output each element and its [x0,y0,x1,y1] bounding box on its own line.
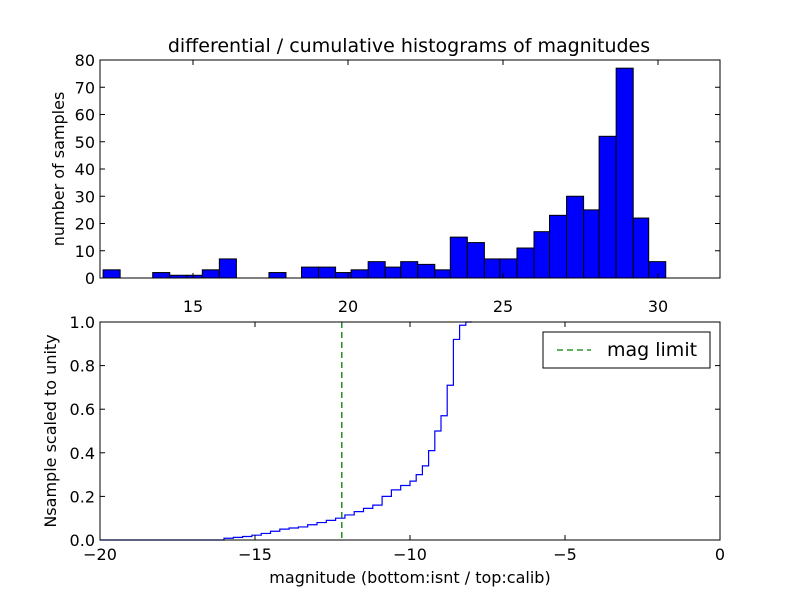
top-y-tick-label: 50 [75,133,95,152]
cumulative-step-line [100,321,472,541]
histogram-bar [152,272,171,279]
top-x-tick-label: 30 [648,297,668,316]
bottom-y-tick-label: 1.0 [70,313,95,332]
bottom-y-tick-label: 0.8 [70,357,95,376]
legend: mag limit [542,331,711,369]
top-y-tick-label: 0 [85,269,95,288]
histogram-bar [549,214,568,279]
bottom-y-ticks: 0.0 0.2 0.4 0.6 0.8 1.0 [70,313,720,550]
histogram-bar [335,272,352,279]
bottom-y-tick-label: 0.6 [70,400,95,419]
histogram-bar [533,231,550,279]
histogram-bar [466,242,485,279]
top-x-tick-label: 20 [338,297,358,316]
histogram-bar [583,209,600,279]
histogram-bar [367,261,386,279]
bottom-y-tick-label: 0.0 [70,531,95,550]
histogram-bar [483,258,501,279]
histogram-bar [449,236,468,279]
bottom-y-tick-label: 0.2 [70,487,95,506]
histogram-bar [350,269,369,279]
histogram-bars [102,67,667,279]
bottom-x-tick-label: −15 [238,545,272,564]
bottom-x-ticks: −20 −15 −10 −5 0 [83,322,725,564]
top-y-axis-label: number of samples [49,92,68,247]
histogram-bar [598,135,617,279]
histogram-bar [400,261,419,279]
histogram-bar [434,269,451,279]
bottom-x-axis-label: magnitude (bottom:isnt / top:calib) [269,568,550,587]
histogram-bar [384,266,402,279]
histogram-bar [516,247,535,279]
top-x-tick-label: 15 [183,297,203,316]
top-y-ticks: 0 10 20 30 40 50 60 70 80 [75,51,720,288]
histogram-bar [648,261,667,279]
histogram-bar [632,217,650,279]
top-x-ticks: 15 20 25 30 [183,60,668,316]
top-y-tick-label: 10 [75,242,95,261]
legend-label-mag-limit: mag limit [607,339,697,361]
histogram-bar [417,263,436,279]
histogram-bar [268,272,287,279]
top-x-tick-label: 25 [493,297,513,316]
top-y-tick-label: 70 [75,78,95,97]
bottom-y-tick-label: 0.4 [70,444,95,463]
top-y-tick-label: 60 [75,106,95,125]
histogram-bar [201,269,220,279]
bottom-x-tick-label: 0 [715,545,725,564]
top-y-tick-label: 40 [75,160,95,179]
histogram-bar [318,266,337,279]
top-y-tick-label: 80 [75,51,95,70]
bottom-x-tick-label: −5 [553,545,577,564]
top-y-tick-label: 20 [75,215,95,234]
bottom-x-tick-label: −10 [393,545,427,564]
top-panel: differential / cumulative histograms of … [49,35,721,316]
top-y-tick-label: 30 [75,187,95,206]
chart-title: differential / cumulative histograms of … [168,35,650,57]
bottom-y-axis-label: Nsample scaled to unity [41,334,60,527]
histogram-bar [615,67,634,279]
histogram-bar [218,258,237,279]
bottom-x-tick-label: −20 [83,545,117,564]
bottom-panel: 0.0 0.2 0.4 0.6 0.8 1.0 −20 −15 −10 −5 0 Nsample … [41,313,725,587]
histogram-bar [301,266,320,279]
histogram-bar [566,195,585,279]
histogram-bar [102,269,121,279]
histogram-bar [499,258,518,279]
